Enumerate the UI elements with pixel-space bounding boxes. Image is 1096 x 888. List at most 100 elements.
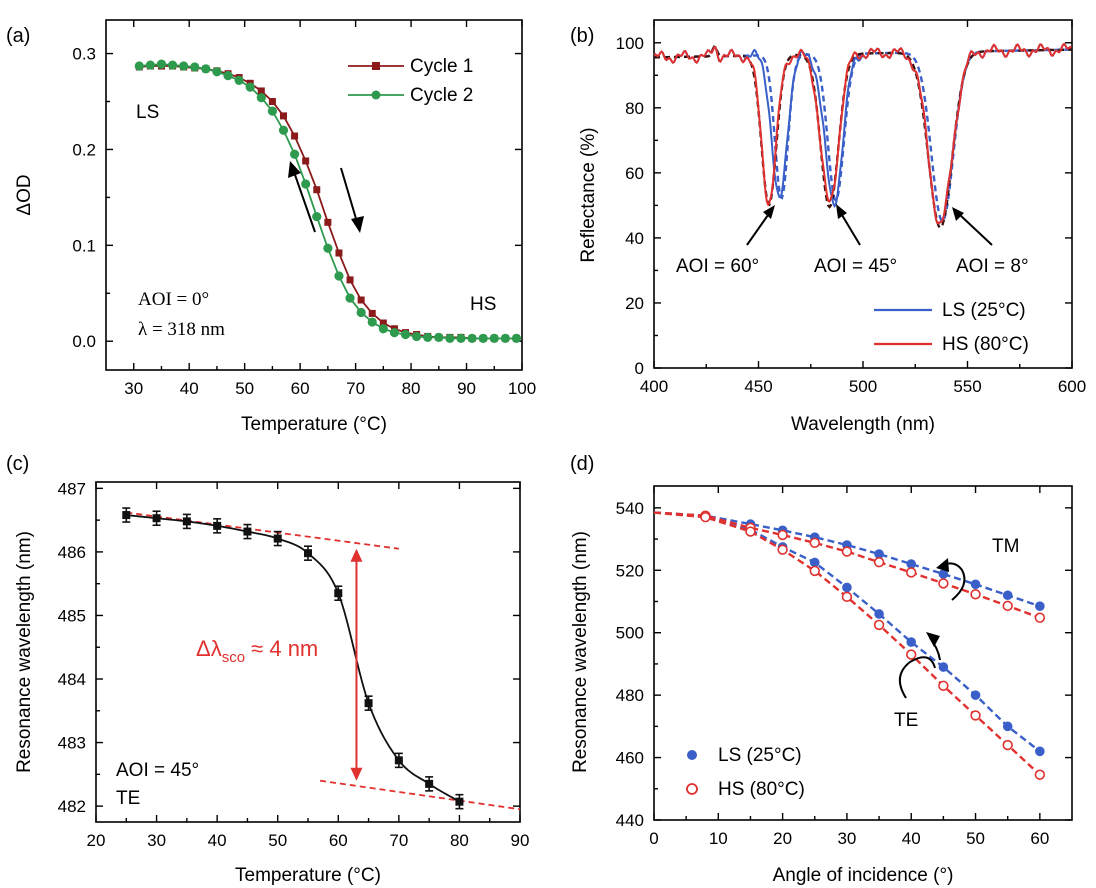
y-tick-label: 484 (58, 670, 86, 689)
x-tick-label: 80 (402, 379, 421, 398)
data-point-c (273, 534, 282, 543)
data-point-cycle2 (423, 332, 433, 342)
data-point-cycle2 (478, 333, 488, 343)
panel-b: (b) 400 450 500 550 600 0 20 40 60 80 100 Waveleng… (570, 19, 1086, 435)
tm-annotation-d: TM (992, 536, 1019, 557)
data-point-cycle1 (368, 309, 376, 317)
fit-line-1 (126, 511, 399, 550)
data-point-cycle2 (167, 60, 178, 70)
data-point-cycle2 (278, 125, 289, 135)
data-point-cycle2 (256, 93, 266, 103)
data-point-cycle2 (301, 179, 311, 189)
data-point-c (122, 511, 131, 520)
y-tick-label: 20 (625, 294, 644, 313)
data-point-tm-hs (873, 556, 885, 568)
x-axis-label-a: Temperature (°C) (241, 414, 387, 435)
data-point-cycle2 (156, 59, 167, 69)
data-point-te-ls (906, 637, 917, 647)
y-tick-label: 80 (625, 99, 644, 118)
panel-label-d: (d) (570, 453, 594, 475)
data-point-te-hs (970, 710, 981, 721)
data-line-c (126, 514, 460, 803)
y-tick-label: 485 (58, 606, 86, 625)
data-point-te-hs (809, 565, 820, 577)
data-point-tm-hs (970, 589, 981, 600)
panel-d: (d) 0 10 20 30 40 50 60 440 460 480 500 520 540 Angl… (570, 453, 1073, 886)
arrow-aoi8-b (952, 207, 993, 246)
x-tick-label: 550 (953, 377, 981, 396)
x-tick-label: 40 (208, 831, 227, 850)
data-point-tm-ls (970, 579, 981, 590)
arrow-aoi45-b (836, 204, 861, 246)
data-point-te-hs (873, 619, 885, 631)
panel-label-c: (c) (6, 453, 29, 475)
data-point-cycle1 (279, 112, 287, 120)
data-point-cycle2 (345, 293, 355, 303)
data-point-tm-hs (841, 546, 853, 557)
data-point-c (425, 779, 434, 788)
data-point-cycle2 (500, 333, 510, 343)
data-point-cycle1 (313, 186, 321, 194)
data-point-cycle2 (323, 243, 333, 253)
aoi45-annotation-b: AOI = 45° (814, 256, 897, 277)
legend-a: Cycle 1 Cycle 2 (348, 56, 473, 106)
x-tick-label: 60 (329, 831, 348, 850)
data-point-cycle2 (190, 62, 200, 72)
data-point-te-hs (841, 591, 853, 603)
aoi60-annotation-b: AOI = 60° (676, 256, 759, 277)
x-tick-label: 100 (508, 379, 536, 398)
tm-curl-arrow-d (936, 558, 966, 601)
data-point-cycle2 (289, 149, 300, 159)
arrow-down-a (340, 167, 364, 233)
legend-label-ls-b: LS (25°C) (942, 300, 1026, 321)
x-tick-label: 400 (640, 377, 668, 396)
legend-label-cycle2: Cycle 2 (410, 85, 473, 106)
data-point-cycle2 (456, 333, 466, 343)
data-point-cycle2 (267, 106, 277, 116)
x-tick-label: 20 (773, 829, 792, 848)
aoi-annotation-c: AOI = 45° (116, 760, 199, 781)
y-tick-label: 520 (616, 561, 644, 580)
y-tick-label: 440 (616, 811, 644, 830)
fit-line-2 (319, 779, 521, 811)
y-tick-label: 487 (58, 479, 86, 498)
legend-marker-hs-d (686, 783, 698, 795)
x-tick-label: 30 (124, 379, 143, 398)
data-point-cycle1 (346, 276, 354, 284)
y-tick-label: 100 (616, 34, 644, 53)
exp-line-hs (653, 42, 1073, 225)
data-point-c (152, 514, 161, 523)
aoi-annotation-a: AOI = 0° (138, 289, 209, 310)
data-point-tm-ls (1002, 590, 1013, 601)
data-point-te-ls (938, 662, 949, 672)
legend-marker-cycle1 (372, 62, 380, 70)
x-tick-label: 40 (180, 379, 199, 398)
sim-line-ls (653, 45, 1072, 223)
data-point-cycle2 (212, 67, 222, 77)
y-tick-label: 480 (616, 686, 644, 705)
fit-line-tm-hs (653, 511, 1041, 619)
x-tick-label: 70 (346, 379, 365, 398)
data-point-cycle2 (445, 333, 455, 343)
y-tick-label: 0.2 (72, 140, 96, 159)
fit-line-te-hs (653, 511, 1041, 776)
arrow-aoi60-b (746, 205, 775, 246)
x-tick-label: 90 (457, 379, 476, 398)
data-point-c (455, 797, 464, 806)
y-tick-label: 60 (625, 164, 644, 183)
plot-frame-d (653, 485, 1073, 821)
data-point-cycle1 (357, 296, 365, 304)
data-point-tm-ls (906, 559, 917, 569)
data-point-cycle2 (134, 61, 144, 71)
legend-label-cycle1: Cycle 1 (410, 56, 473, 77)
data-point-c (182, 517, 191, 526)
y-axis-label-d: Resonance wavelength (nm) (570, 531, 591, 773)
data-point-te-hs (906, 649, 917, 660)
data-point-cycle2 (412, 331, 422, 342)
data-point-te-hs (1034, 769, 1046, 780)
data-point-cycle2 (400, 329, 411, 340)
data-point-c (364, 699, 373, 708)
data-point-te-ls (809, 557, 820, 568)
panel-label-a: (a) (6, 25, 30, 47)
